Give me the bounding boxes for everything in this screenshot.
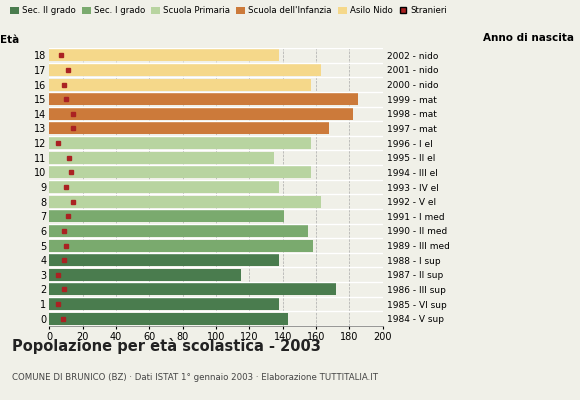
Bar	[49, 181, 280, 193]
Bar	[49, 284, 336, 296]
Bar	[49, 298, 280, 310]
Bar	[49, 313, 288, 325]
Text: Anno di nascita: Anno di nascita	[483, 33, 574, 43]
Bar	[49, 196, 321, 208]
Bar	[49, 137, 311, 149]
Bar	[49, 108, 353, 120]
Bar	[49, 240, 313, 252]
Text: Età: Età	[0, 35, 19, 45]
Bar	[49, 93, 358, 105]
Bar	[49, 254, 280, 266]
Bar	[49, 152, 274, 164]
Bar	[49, 269, 241, 281]
Bar	[49, 78, 311, 90]
Text: COMUNE DI BRUNICO (BZ) · Dati ISTAT 1° gennaio 2003 · Elaborazione TUTTITALIA.IT: COMUNE DI BRUNICO (BZ) · Dati ISTAT 1° g…	[12, 373, 378, 382]
Bar	[49, 210, 284, 222]
Text: Popolazione per età scolastica - 2003: Popolazione per età scolastica - 2003	[12, 338, 321, 354]
Bar	[49, 166, 311, 178]
Bar	[49, 49, 280, 61]
Legend: Sec. II grado, Sec. I grado, Scuola Primaria, Scuola dell'Infanzia, Asilo Nido, : Sec. II grado, Sec. I grado, Scuola Prim…	[10, 6, 448, 15]
Bar	[49, 122, 329, 134]
Bar	[49, 64, 321, 76]
Bar	[49, 225, 308, 237]
